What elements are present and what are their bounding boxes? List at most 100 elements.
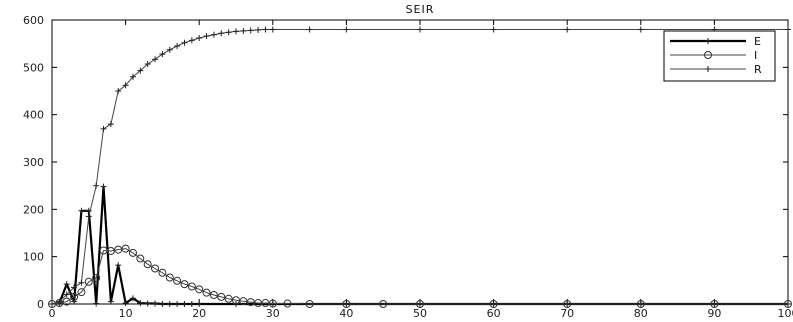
data-point-R bbox=[262, 26, 269, 33]
legend-item-I: I bbox=[670, 49, 757, 62]
data-point-R bbox=[210, 31, 217, 38]
y-tick-label: 100 bbox=[23, 251, 44, 264]
data-point-I bbox=[70, 292, 79, 301]
data-point-R bbox=[129, 73, 136, 80]
data-point-E bbox=[100, 183, 107, 190]
data-point-I bbox=[636, 300, 645, 308]
data-point-I bbox=[268, 299, 277, 308]
data-point-I bbox=[202, 288, 211, 297]
data-point-I bbox=[209, 291, 218, 300]
data-point-I bbox=[704, 51, 712, 59]
data-point-R bbox=[233, 28, 239, 35]
legend-item-R: R bbox=[670, 63, 762, 76]
data-point-R bbox=[225, 29, 232, 36]
legend-label: E bbox=[754, 35, 761, 48]
data-point-I bbox=[187, 282, 196, 291]
data-point-I bbox=[416, 300, 424, 308]
data-point-E bbox=[174, 301, 181, 307]
axis-ticks: 0 10 20 30 40 50 60 70 80 90 100 0 100 200 300 400 500 60… bbox=[23, 14, 793, 320]
data-point-E bbox=[152, 300, 159, 307]
data-point-I bbox=[151, 264, 160, 273]
series-R bbox=[49, 26, 791, 307]
data-point-E bbox=[63, 281, 70, 288]
data-point-I bbox=[62, 297, 71, 306]
data-point-I bbox=[217, 292, 226, 301]
data-point-R bbox=[269, 26, 276, 33]
data-point-E bbox=[144, 300, 151, 307]
data-point-I bbox=[77, 288, 86, 297]
legend-box bbox=[663, 30, 776, 82]
data-point-R bbox=[93, 182, 100, 189]
series-line-I bbox=[51, 248, 788, 305]
chart-title: SEIR bbox=[406, 3, 435, 16]
data-point-I bbox=[283, 299, 292, 308]
x-tick-label: 70 bbox=[560, 307, 574, 320]
data-point-R bbox=[188, 37, 195, 44]
data-point-I bbox=[128, 248, 137, 257]
x-tick-label: 10 bbox=[119, 307, 133, 320]
data-point-E bbox=[159, 301, 166, 307]
series-layer bbox=[48, 26, 792, 308]
data-point-R bbox=[196, 34, 203, 41]
data-point-E bbox=[705, 38, 711, 44]
data-point-R bbox=[56, 298, 63, 305]
x-tick-label: 20 bbox=[192, 307, 206, 320]
data-point-R bbox=[218, 30, 225, 37]
data-point-R bbox=[137, 67, 144, 74]
data-point-E bbox=[129, 295, 136, 302]
y-tick-label: 300 bbox=[23, 156, 44, 169]
data-point-E bbox=[107, 298, 114, 305]
data-point-I bbox=[84, 277, 93, 286]
data-point-E bbox=[85, 207, 92, 214]
y-tick-label: 500 bbox=[23, 61, 44, 74]
data-point-R bbox=[247, 27, 254, 34]
x-tick-label: 60 bbox=[487, 307, 501, 320]
data-point-R bbox=[490, 26, 497, 33]
data-point-E bbox=[93, 300, 100, 307]
data-point-I bbox=[379, 300, 388, 308]
x-tick-label: 80 bbox=[634, 307, 648, 320]
data-point-E bbox=[137, 300, 144, 307]
data-point-I bbox=[92, 273, 101, 282]
data-point-R bbox=[63, 291, 70, 298]
x-tick-label: 100 bbox=[778, 307, 793, 320]
series-I bbox=[48, 244, 792, 308]
data-point-R bbox=[85, 213, 92, 220]
data-point-R bbox=[166, 46, 173, 53]
data-point-E bbox=[78, 207, 85, 214]
legend-item-E: E bbox=[670, 35, 761, 48]
data-point-I bbox=[106, 246, 115, 255]
data-point-R bbox=[152, 56, 159, 63]
legend-label: I bbox=[754, 49, 757, 62]
data-point-E bbox=[71, 298, 78, 305]
data-point-I bbox=[195, 285, 204, 294]
x-tick-label: 0 bbox=[49, 307, 56, 320]
data-point-E bbox=[188, 301, 195, 307]
data-point-R bbox=[174, 43, 181, 50]
data-point-R bbox=[343, 26, 350, 33]
data-point-R bbox=[100, 125, 107, 132]
y-tick-label: 600 bbox=[23, 14, 44, 27]
data-point-I bbox=[136, 254, 145, 263]
data-point-R bbox=[705, 66, 711, 72]
data-point-I bbox=[180, 280, 189, 289]
data-point-I bbox=[143, 260, 152, 269]
data-point-R bbox=[71, 284, 78, 291]
x-tick-label: 90 bbox=[707, 307, 721, 320]
data-point-I bbox=[489, 300, 498, 308]
data-point-I bbox=[710, 300, 719, 308]
data-point-R bbox=[637, 26, 644, 33]
data-point-R bbox=[115, 88, 122, 94]
data-point-I bbox=[121, 244, 130, 253]
data-point-E bbox=[166, 301, 173, 307]
data-point-E bbox=[196, 301, 203, 307]
data-point-E bbox=[115, 262, 122, 269]
y-tick-label: 400 bbox=[23, 109, 44, 122]
data-point-I bbox=[173, 276, 182, 285]
data-point-R bbox=[78, 279, 85, 286]
data-point-I bbox=[158, 268, 167, 277]
data-point-R bbox=[785, 26, 791, 33]
legend-label: R bbox=[754, 63, 762, 76]
